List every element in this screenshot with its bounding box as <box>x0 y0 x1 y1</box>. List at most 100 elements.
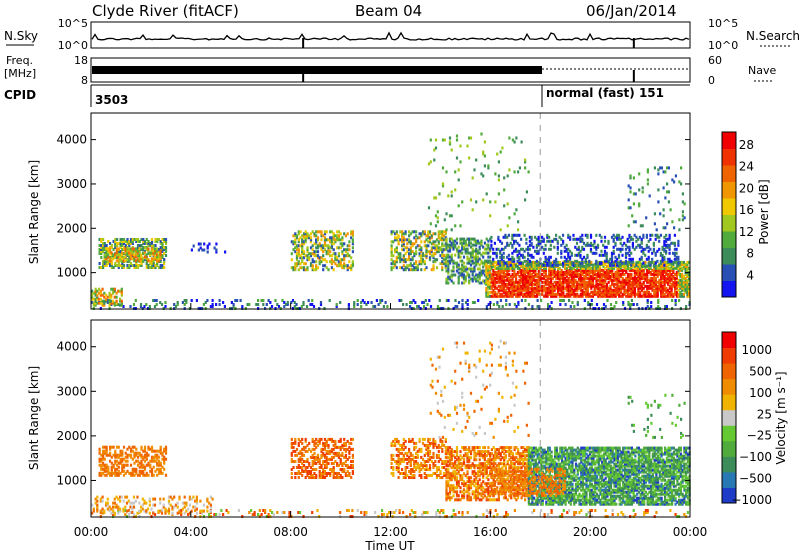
data-cell <box>390 240 393 244</box>
data-cell <box>674 286 677 290</box>
data-cell <box>351 460 354 463</box>
data-cell <box>502 276 505 280</box>
data-cell <box>628 245 631 249</box>
data-cell <box>332 439 335 443</box>
data-cell <box>157 255 160 259</box>
data-cell <box>672 268 675 272</box>
data-cell <box>532 268 535 272</box>
data-cell <box>116 473 119 477</box>
data-cell <box>569 270 572 274</box>
data-cell <box>109 459 112 463</box>
data-cell <box>129 242 133 245</box>
data-cell <box>117 461 120 465</box>
data-cell <box>409 301 412 304</box>
data-cell <box>492 303 495 306</box>
data-cell <box>346 464 349 467</box>
data-cell <box>509 241 512 245</box>
data-cell <box>565 257 568 261</box>
data-cell <box>150 459 154 463</box>
data-cell <box>668 262 671 266</box>
data-cell <box>301 250 304 254</box>
data-cell <box>428 252 432 256</box>
data-cell <box>504 261 507 265</box>
data-cell <box>319 303 323 306</box>
data-cell <box>138 471 141 475</box>
data-cell <box>142 238 145 241</box>
data-cell <box>336 474 339 477</box>
data-cell <box>302 236 306 240</box>
data-cell <box>506 284 509 288</box>
data-cell <box>92 303 95 307</box>
data-cell <box>330 258 333 262</box>
data-cell <box>108 251 111 255</box>
data-cell <box>413 266 416 270</box>
data-cell <box>558 286 561 290</box>
data-cell <box>670 266 673 270</box>
data-cell <box>593 268 596 272</box>
data-cell <box>135 238 138 241</box>
data-cell <box>579 261 582 265</box>
data-cell <box>100 246 103 249</box>
data-cell <box>154 453 157 457</box>
data-cell <box>143 459 147 463</box>
data-cell <box>637 294 640 298</box>
data-cell <box>518 166 521 170</box>
data-cell <box>556 241 559 245</box>
data-cell <box>394 443 397 447</box>
data-cell <box>583 274 586 278</box>
data-cell <box>663 282 666 286</box>
data-cell <box>116 467 119 471</box>
data-cell <box>121 459 124 463</box>
data-cell <box>138 473 141 477</box>
data-cell <box>159 461 162 465</box>
data-cell <box>661 294 664 298</box>
data-cell <box>557 280 560 284</box>
data-cell <box>681 262 684 266</box>
data-cell <box>652 243 655 247</box>
data-cell <box>565 243 568 247</box>
nave-label: Nave <box>748 64 776 77</box>
data-cell <box>659 212 662 216</box>
data-cell <box>612 239 615 243</box>
data-cell <box>462 241 466 245</box>
data-cell <box>174 305 178 308</box>
data-cell <box>681 292 684 296</box>
data-cell <box>494 290 497 294</box>
data-cell <box>548 239 551 243</box>
data-cell <box>657 301 660 304</box>
data-cell <box>544 280 547 284</box>
data-cell <box>625 282 628 286</box>
data-cell <box>642 235 645 239</box>
data-cell <box>129 455 133 459</box>
data-cell <box>596 245 600 249</box>
data-cell <box>506 270 509 274</box>
data-cell <box>535 237 538 241</box>
data-cell <box>573 305 576 308</box>
data-cell <box>591 276 595 280</box>
data-cell <box>339 457 342 461</box>
data-cell <box>635 278 638 282</box>
power-colorbar-tick: 20 <box>739 181 754 195</box>
data-cell <box>454 245 457 249</box>
data-cell <box>560 262 563 266</box>
data-cell <box>570 278 574 282</box>
data-cell <box>397 449 400 453</box>
data-cell <box>628 280 631 284</box>
data-cell <box>565 259 568 263</box>
data-cell <box>404 246 407 250</box>
data-cell <box>98 248 101 251</box>
data-cell <box>546 278 549 282</box>
data-cell <box>476 255 480 259</box>
data-cell <box>635 239 638 243</box>
data-cell <box>336 238 339 242</box>
data-cell <box>136 264 140 267</box>
data-cell <box>506 235 509 239</box>
data-cell <box>128 242 131 245</box>
data-cell <box>485 288 488 292</box>
data-cell <box>558 280 561 284</box>
data-cell <box>625 270 628 274</box>
data-cell <box>114 262 117 265</box>
data-cell <box>640 264 643 268</box>
data-cell <box>482 152 485 156</box>
data-cell <box>612 292 616 296</box>
